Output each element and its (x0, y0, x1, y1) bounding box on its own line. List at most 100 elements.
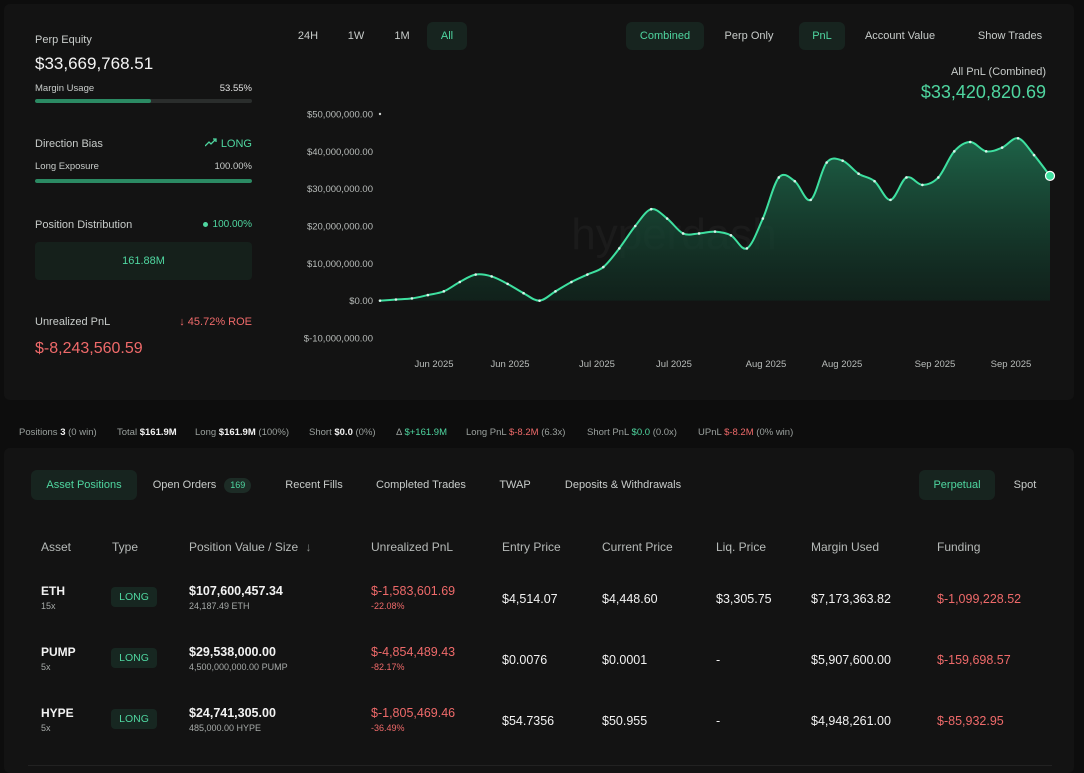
tab-perp-only[interactable]: Perp Only (724, 30, 774, 42)
asset-symbol[interactable]: ETH (41, 584, 65, 598)
data-point (1016, 136, 1020, 140)
tab-combined[interactable]: Combined (626, 22, 704, 50)
tab-perpetual[interactable]: Perpetual (919, 470, 995, 500)
x-tick-label: Jul 2025 (579, 359, 615, 370)
funding: $-85,932.95 (937, 714, 1004, 728)
stat-long-pnl: Long PnL $-8.2M (6.3x) (466, 427, 566, 438)
tab-open-orders[interactable]: Open Orders 169 (144, 470, 260, 500)
position-value: $24,741,305.00 (189, 706, 276, 720)
position-distribution-bar[interactable]: 161.88M (35, 242, 252, 280)
positions-stats-strip: Positions 3 (0 win) Total $161.9M Long $… (0, 424, 1084, 442)
unrealized-pnl-label: Unrealized PnL (35, 316, 111, 328)
entry-price: $4,514.07 (502, 592, 558, 606)
direction-bias-value: LONG (220, 138, 252, 150)
tab-asset-positions[interactable]: Asset Positions (31, 470, 137, 500)
position-size: 4,500,000,000.00 PUMP (189, 662, 288, 672)
data-point (554, 290, 557, 293)
data-point (857, 172, 860, 176)
stat-long: Long $161.9M (100%) (195, 427, 290, 438)
unrealized-pnl: $-1,805,469.46 (371, 706, 456, 720)
funding: $-1,099,228.52 (937, 592, 1022, 606)
stat-delta: Δ $+161.9M (396, 427, 447, 438)
data-point (586, 273, 589, 276)
data-point (681, 232, 685, 235)
y-tick-label: $20,000,000.00 (307, 222, 373, 233)
stat-total: Total $161.9M (117, 427, 177, 438)
col-header-position-value[interactable]: Position Value / Size ↓ (189, 540, 312, 554)
margin-used: $7,173,363.82 (811, 592, 891, 606)
col-header-margin-used[interactable]: Margin Used (811, 540, 880, 554)
col-header-funding[interactable]: Funding (937, 540, 981, 554)
margin-usage-value: 53.55% (219, 83, 252, 94)
col-header-unrealized-pnl[interactable]: Unrealized PnL (371, 540, 454, 554)
pnl-chart[interactable]: $50,000,000.00 $40,000,000.00 $30,000,000.… (4, 4, 1074, 400)
current-price: $4,448.60 (602, 592, 658, 606)
data-point (1000, 146, 1004, 149)
asset-leverage: 5x (41, 662, 51, 672)
liquidation-price: - (716, 653, 721, 667)
data-point (665, 217, 669, 220)
data-point (522, 291, 525, 295)
x-tick-label: Aug 2025 (822, 359, 863, 370)
unrealized-pnl: $-1,583,601.69 (371, 584, 456, 598)
unrealized-pnl-percent: -36.49% (371, 723, 405, 733)
positions-panel: Asset Positions Open Orders 169 Recent Fi… (4, 448, 1074, 773)
data-point (474, 273, 478, 276)
data-point (394, 298, 398, 301)
long-exposure-bar (35, 179, 252, 183)
unrealized-pnl-percent: -82.17% (371, 662, 405, 672)
tab-1w[interactable]: 1W (347, 30, 365, 42)
stat-short: Short $0.0 (0%) (309, 427, 376, 438)
unrealized-pnl-percent: -22.08% (371, 601, 405, 611)
tab-account-value[interactable]: Account Value (864, 30, 936, 42)
data-point (873, 179, 876, 183)
data-point (745, 247, 749, 250)
col-header-entry-price[interactable]: Entry Price (502, 540, 561, 554)
asset-leverage: 5x (41, 723, 51, 733)
sort-desc-icon: ↓ (305, 540, 312, 554)
data-point (633, 224, 637, 228)
col-header-liq-price[interactable]: Liq. Price (716, 540, 767, 554)
x-tick-label: Sep 2025 (991, 359, 1032, 370)
y-tick-label: $10,000,000.00 (307, 259, 373, 270)
liquidation-price: - (716, 714, 721, 728)
tab-recent-fills[interactable]: Recent Fills (285, 479, 343, 491)
asset-symbol[interactable]: PUMP (41, 645, 76, 659)
position-distribution-indicator: 100.00% (202, 219, 252, 230)
data-point (777, 176, 781, 179)
roe-value: 45.72% ROE (187, 316, 252, 328)
table-divider (28, 765, 1052, 766)
tab-twap[interactable]: TWAP (499, 479, 531, 491)
funding: $-159,698.57 (937, 653, 1011, 667)
data-point (506, 282, 509, 286)
tab-all[interactable]: All (427, 22, 467, 50)
tab-1m[interactable]: 1M (394, 30, 410, 42)
tab-spot[interactable]: Spot (1013, 479, 1037, 491)
asset-symbol[interactable]: HYPE (41, 706, 74, 720)
axis-marker (378, 112, 382, 116)
data-point (809, 198, 813, 202)
col-header-type[interactable]: Type (112, 540, 139, 554)
stat-positions: Positions 3 (0 win) (19, 427, 97, 438)
col-header-current-price[interactable]: Current Price (602, 540, 673, 554)
overview-panel: Perp Equity $33,669,768.51 Margin Usage … (4, 4, 1074, 400)
margin-usage-label: Margin Usage (35, 83, 95, 94)
y-tick-label: $50,000,000.00 (307, 110, 373, 121)
col-header-asset[interactable]: Asset (41, 540, 72, 554)
roe-indicator: ↓ 45.72% ROE (179, 316, 252, 328)
position-size: 24,187.49 ETH (189, 601, 250, 611)
data-point (1032, 153, 1036, 157)
x-tick-label: Jul 2025 (656, 359, 692, 370)
position-value: $107,600,457.34 (189, 584, 283, 598)
data-point (617, 247, 621, 250)
tab-completed-trades[interactable]: Completed Trades (376, 479, 466, 491)
tab-deposits-withdrawals[interactable]: Deposits & Withdrawals (564, 479, 682, 491)
data-point (378, 299, 382, 302)
tab-pnl[interactable]: PnL (799, 22, 845, 50)
data-point (952, 150, 956, 153)
tab-show-trades[interactable]: Show Trades (977, 30, 1043, 42)
tab-24h[interactable]: 24H (297, 30, 319, 42)
margin-usage-bar (35, 99, 252, 103)
data-point (538, 299, 541, 302)
data-point (570, 280, 573, 284)
